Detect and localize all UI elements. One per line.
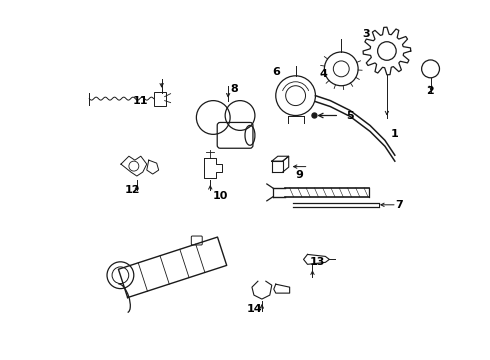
Circle shape xyxy=(312,113,317,118)
Text: 6: 6 xyxy=(272,67,280,77)
Text: 8: 8 xyxy=(230,84,238,94)
Text: 11: 11 xyxy=(133,96,148,105)
Text: 7: 7 xyxy=(395,200,403,210)
Text: 12: 12 xyxy=(125,185,141,195)
Text: 1: 1 xyxy=(391,129,399,139)
Text: 10: 10 xyxy=(212,191,228,201)
Text: 3: 3 xyxy=(362,29,370,39)
Text: 2: 2 xyxy=(427,86,434,96)
Text: 14: 14 xyxy=(247,304,263,314)
Text: 9: 9 xyxy=(295,170,303,180)
Text: 5: 5 xyxy=(346,112,354,121)
Text: 4: 4 xyxy=(319,69,327,79)
Text: 13: 13 xyxy=(310,257,325,267)
